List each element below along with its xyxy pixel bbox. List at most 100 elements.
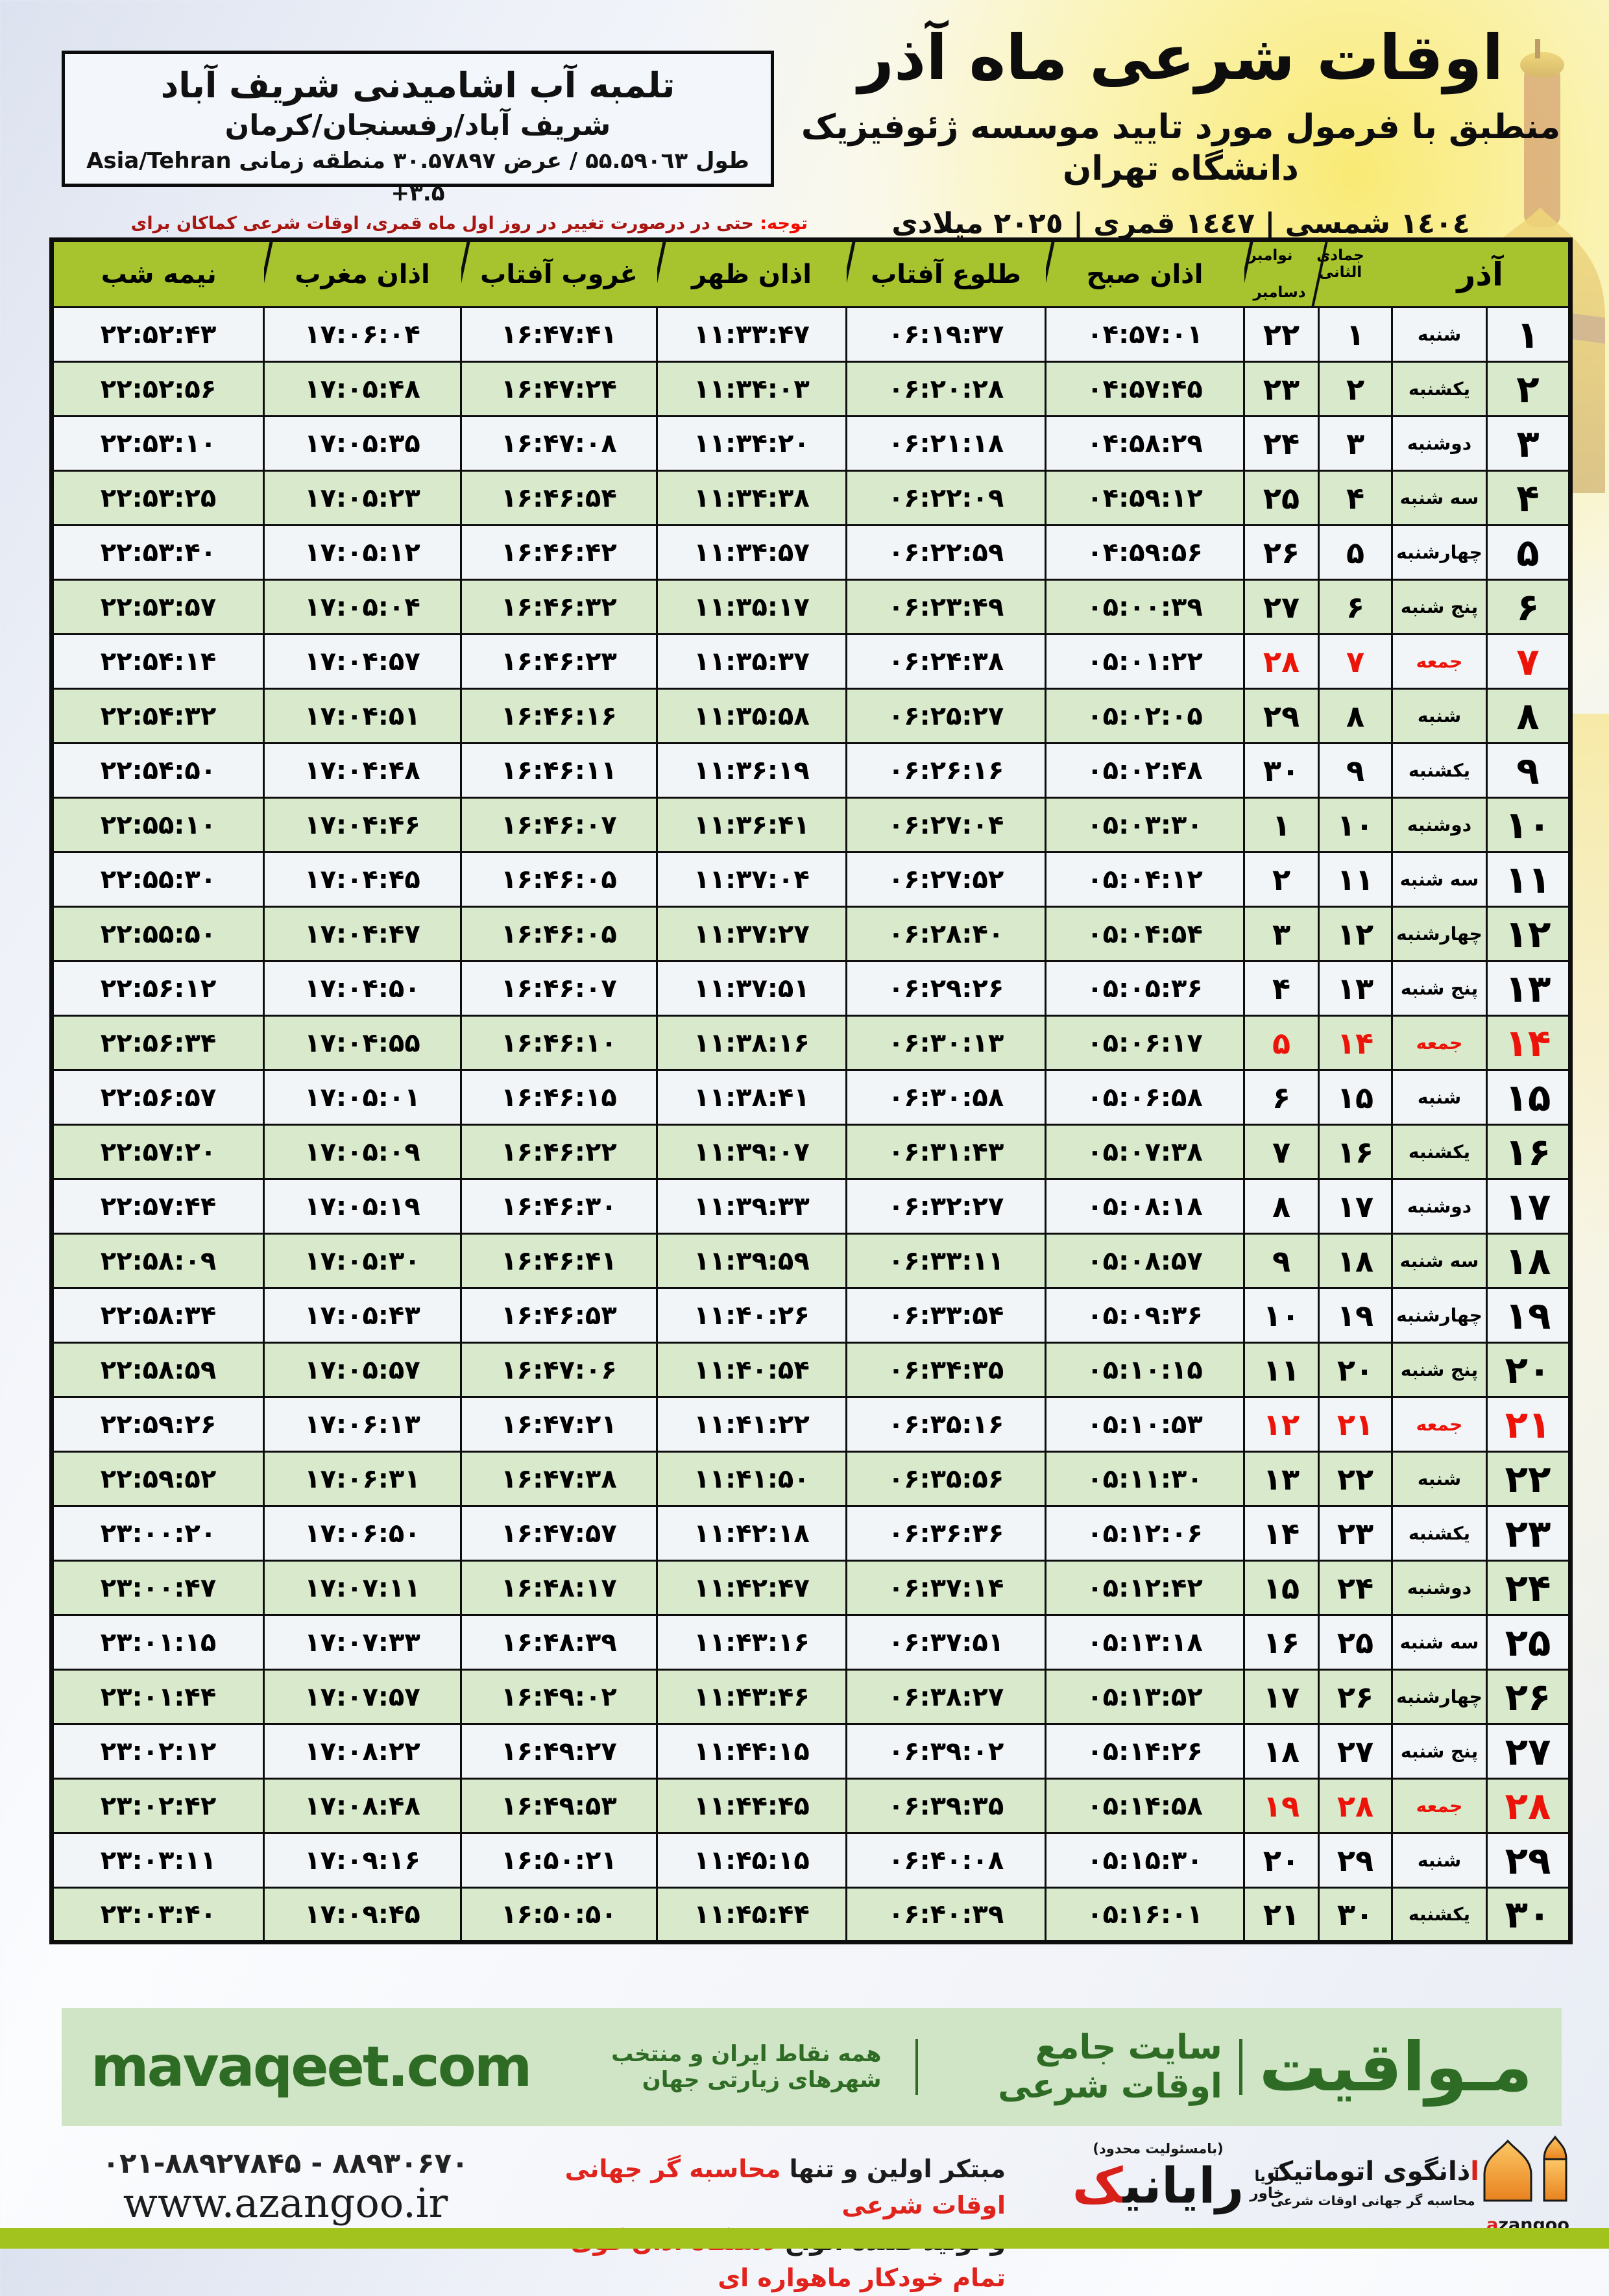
ghorub-aftab-cell: ۱۶:۵۰:۵۰ [460,1887,658,1943]
ghorub-aftab-cell: ۱۶:۴۶:۰۵ [460,906,658,962]
gregorian-day-cell: ۹ [1243,1233,1320,1289]
azar-day-cell: ۱۹ [1486,1287,1571,1344]
col-header-december: دسامبر [1253,284,1306,301]
azan-zohr-cell: ۱۱:۴۴:۴۵ [656,1778,847,1834]
azan-zohr-cell: ۱۱:۴۲:۴۷ [656,1560,847,1616]
tolu-aftab-cell: ۰۶:۳۴:۳۵ [845,1342,1046,1398]
title-block: اوقات شرعی ماه آذر منطبق با فرمول مورد ت… [788,19,1573,241]
nimeshab-cell: ۲۲:۵۳:۲۵ [51,470,265,526]
weekday-cell: یکشنبه [1391,361,1488,417]
gregorian-day-cell: ۲۲ [1243,306,1320,363]
azan-maghreb-cell: ۱۷:۰۹:۱۶ [263,1832,462,1889]
azar-day-cell: ۲۸ [1486,1778,1571,1834]
table-row: ۲۶ چهارشنبه ۲۶ ۱۷ ۰۵:۱۳:۵۲ ۰۶:۳۸:۲۷ ۱۱:۴… [51,1669,1571,1725]
col-header-azan-zohr: اذان ظهر [657,239,847,308]
azan-zohr-cell: ۱۱:۳۷:۵۱ [656,960,847,1017]
nimeshab-cell: ۲۲:۵۴:۳۲ [51,688,265,744]
hijri-day-cell: ۱۸ [1318,1233,1393,1289]
azar-day-cell: ۵ [1486,524,1571,581]
azar-day-cell: ۹ [1486,742,1571,799]
weekday-cell: یکشنبه [1391,1124,1488,1180]
gregorian-day-cell: ۵ [1243,1015,1320,1071]
azar-day-cell: ۴ [1486,470,1571,526]
azan-sobh-cell: ۰۵:۰۹:۳۶ [1045,1287,1245,1344]
gregorian-day-cell: ۲۳ [1243,361,1320,417]
azan-zohr-cell: ۱۱:۳۵:۱۷ [656,579,847,635]
azan-sobh-cell: ۰۴:۵۷:۴۵ [1045,361,1245,417]
table-row: ۱۳ پنج شنبه ۱۳ ۴ ۰۵:۰۵:۳۶ ۰۶:۲۹:۲۶ ۱۱:۳۷… [51,960,1571,1017]
table-row: ۱۷ دوشنبه ۱۷ ۸ ۰۵:۰۸:۱۸ ۰۶:۳۲:۲۷ ۱۱:۳۹:۳… [51,1178,1571,1235]
azan-zohr-cell: ۱۱:۴۵:۴۴ [656,1887,847,1943]
azan-sobh-cell: ۰۵:۱۱:۳۰ [1045,1451,1245,1507]
azangoo-website-link[interactable]: www.azangoo.ir [123,2179,448,2227]
table-row: ۱۵ شنبه ۱۵ ۶ ۰۵:۰۶:۵۸ ۰۶:۳۰:۵۸ ۱۱:۳۸:۴۱ … [51,1069,1571,1126]
tolu-aftab-cell: ۰۶:۲۱:۱۸ [845,415,1046,472]
table-row: ۱۱ سه شنبه ۱۱ ۲ ۰۵:۰۴:۱۲ ۰۶:۲۷:۵۲ ۱۱:۳۷:… [51,851,1571,908]
slogan-line-1: مبتکر اولین و تنها محاسبه گر جهانی اوقات… [564,2155,1006,2219]
azan-sobh-cell: ۰۵:۰۲:۴۸ [1045,742,1245,799]
azan-maghreb-cell: ۱۷:۰۵:۰۹ [263,1124,462,1180]
hijri-day-cell: ۱۲ [1318,906,1393,962]
gregorian-day-cell: ۱۸ [1243,1723,1320,1780]
azar-day-cell: ۳۰ [1486,1887,1571,1943]
rayanik-note: (بامسئولیت محدود) [1093,2141,1224,2157]
table-row: ۱ شنبه ۱ ۲۲ ۰۴:۵۷:۰۱ ۰۶:۱۹:۳۷ ۱۱:۳۳:۴۷ ۱… [51,306,1571,363]
table-row: ۳۰ یکشنبه ۳۰ ۲۱ ۰۵:۱۶:۰۱ ۰۶:۴۰:۳۹ ۱۱:۴۵:… [51,1887,1571,1943]
col-header-nimeshab: نیمه شب [51,239,264,308]
weekday-cell: شنبه [1391,688,1488,744]
nimeshab-cell: ۲۲:۵۷:۲۰ [51,1124,265,1180]
hijri-day-cell: ۴ [1318,470,1393,526]
ghorub-aftab-cell: ۱۶:۴۷:۴۱ [460,306,658,363]
tolu-aftab-cell: ۰۶:۳۰:۱۳ [845,1015,1046,1071]
azan-sobh-cell: ۰۵:۰۶:۵۸ [1045,1069,1245,1126]
nimeshab-cell: ۲۲:۵۶:۳۴ [51,1015,265,1071]
weekday-cell: پنج شنبه [1391,579,1488,635]
azan-sobh-cell: ۰۴:۵۸:۲۹ [1045,415,1245,472]
nimeshab-cell: ۲۲:۵۶:۵۷ [51,1069,265,1126]
nimeshab-cell: ۲۳:۰۲:۱۲ [51,1723,265,1780]
weekday-cell: چهارشنبه [1391,906,1488,962]
tolu-aftab-cell: ۰۶:۲۹:۲۶ [845,960,1046,1017]
gregorian-day-cell: ۲ [1243,851,1320,908]
ghorub-aftab-cell: ۱۶:۴۷:۲۱ [460,1396,658,1453]
mavaqeet-domain-link[interactable]: mavaqeet.com [91,2035,532,2099]
azan-sobh-cell: ۰۵:۱۰:۱۵ [1045,1342,1245,1398]
tolu-aftab-cell: ۰۶:۳۰:۵۸ [845,1069,1046,1126]
hijri-day-cell: ۲۴ [1318,1560,1393,1616]
tolu-aftab-cell: ۰۶:۳۶:۳۶ [845,1505,1046,1562]
weekday-cell: چهارشنبه [1391,1669,1488,1725]
azan-sobh-cell: ۰۵:۰۸:۵۷ [1045,1233,1245,1289]
azan-maghreb-cell: ۱۷:۰۴:۵۰ [263,960,462,1017]
weekday-cell: چهارشنبه [1391,524,1488,581]
mavaqeet-tagline: سایت جامع اوقات شرعی [998,2028,1222,2106]
weekday-cell: جمعه [1391,1015,1488,1071]
azar-day-cell: ۲۰ [1486,1342,1571,1398]
gregorian-day-cell: ۸ [1243,1178,1320,1235]
azan-zohr-cell: ۱۱:۴۲:۱۸ [656,1505,847,1562]
table-row: ۷ جمعه ۷ ۲۸ ۰۵:۰۱:۲۲ ۰۶:۲۴:۳۸ ۱۱:۳۵:۳۷ ۱… [51,633,1571,690]
table-row: ۲ یکشنبه ۲ ۲۳ ۰۴:۵۷:۴۵ ۰۶:۲۰:۲۸ ۱۱:۳۴:۰۳… [51,361,1571,417]
ghorub-aftab-cell: ۱۶:۴۶:۴۱ [460,1233,658,1289]
azan-maghreb-cell: ۱۷:۰۵:۱۲ [263,524,462,581]
hijri-day-cell: ۲۳ [1318,1505,1393,1562]
col-header-azan-maghreb: اذان مغرب [263,239,461,308]
table-header-row: آذر جمادی الثانی نوامبر دسامبر اذان صبح … [51,239,1571,308]
azan-sobh-cell: ۰۵:۱۰:۵۳ [1045,1396,1245,1453]
gregorian-day-cell: ۱۰ [1243,1287,1320,1344]
azar-day-cell: ۱۵ [1486,1069,1571,1126]
diagonal-divider [657,241,667,306]
nimeshab-cell: ۲۳:۰۱:۱۵ [51,1614,265,1671]
nimeshab-cell: ۲۳:۰۰:۴۷ [51,1560,265,1616]
ghorub-aftab-cell: ۱۶:۴۸:۱۷ [460,1560,658,1616]
azan-sobh-cell: ۰۵:۰۱:۲۲ [1045,633,1245,690]
azan-sobh-cell: ۰۵:۰۵:۳۶ [1045,960,1245,1017]
weekday-cell: دوشنبه [1391,797,1488,853]
hijri-day-cell: ۱ [1318,306,1393,363]
tolu-aftab-cell: ۰۶:۲۲:۰۹ [845,470,1046,526]
table-row: ۱۲ چهارشنبه ۱۲ ۳ ۰۵:۰۴:۵۴ ۰۶:۲۸:۴۰ ۱۱:۳۷… [51,906,1571,962]
azan-maghreb-cell: ۱۷:۰۷:۳۳ [263,1614,462,1671]
azan-zohr-cell: ۱۱:۳۵:۳۷ [656,633,847,690]
gregorian-day-cell: ۱۴ [1243,1505,1320,1562]
azangoo-name: اذانگوی اتوماتیک [1266,2157,1479,2186]
hijri-day-cell: ۱۴ [1318,1015,1393,1071]
